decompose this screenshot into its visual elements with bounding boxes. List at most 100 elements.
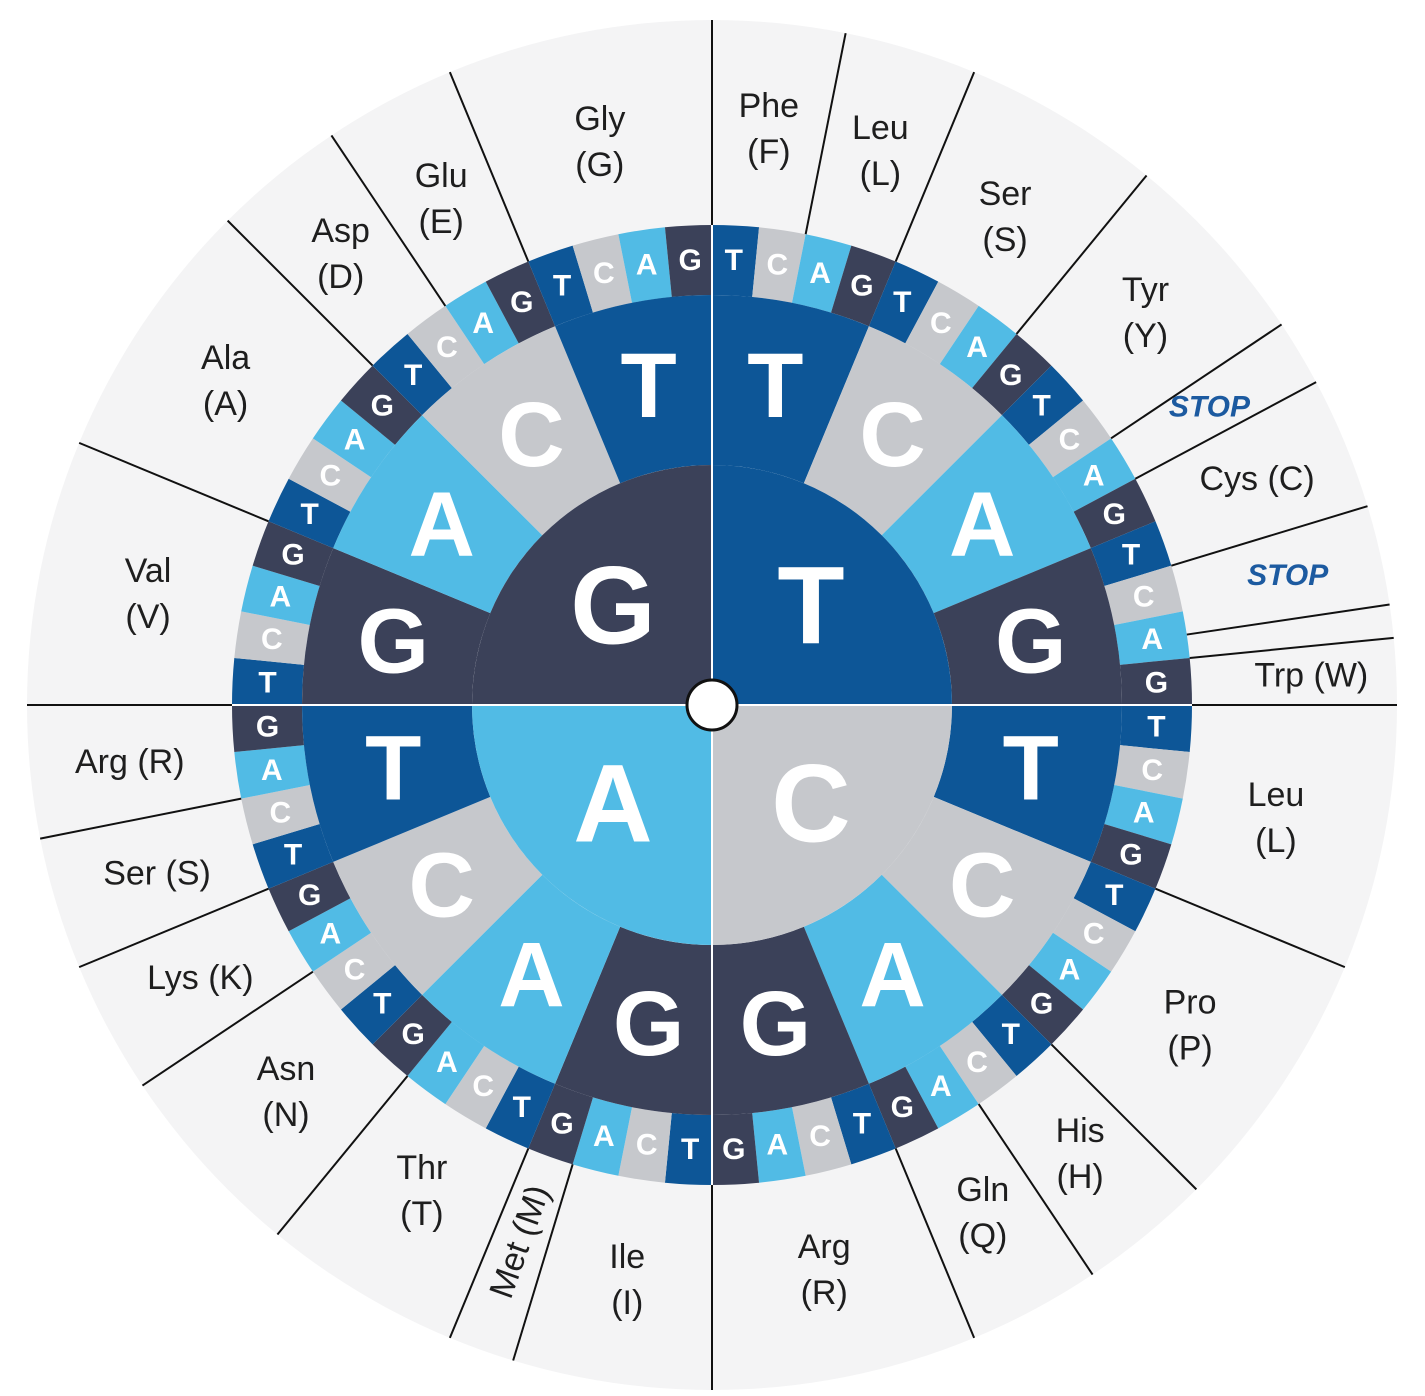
third-base-segment-T bbox=[252, 824, 334, 889]
second-base-segment-T bbox=[712, 295, 869, 484]
amino-acid-divider bbox=[977, 1103, 1094, 1276]
third-base-label: T bbox=[373, 987, 391, 1020]
third-base-segment-C bbox=[407, 305, 485, 389]
second-base-segment-A bbox=[803, 874, 1002, 1084]
amino-acid-label: Trp (W) bbox=[1254, 657, 1368, 695]
third-base-label: A bbox=[1059, 954, 1081, 987]
third-base-label: C bbox=[270, 797, 292, 830]
second-base-label: C bbox=[859, 384, 925, 486]
third-base-label: T bbox=[513, 1091, 531, 1124]
amino-acid-label: Ser (S) bbox=[103, 855, 211, 893]
third-base-segment-A bbox=[445, 281, 519, 365]
second-base-segment-G bbox=[555, 926, 712, 1115]
third-base-label: T bbox=[1122, 539, 1140, 572]
third-base-segment-C bbox=[1114, 745, 1190, 799]
amino-acid-name: Ala bbox=[201, 339, 250, 377]
second-base-segment-A bbox=[333, 415, 543, 614]
amino-acid-divider bbox=[1110, 323, 1283, 440]
second-base-label: C bbox=[409, 835, 475, 937]
third-base-label: A bbox=[766, 1129, 788, 1162]
first-base-quadrant-T bbox=[712, 465, 952, 705]
third-base-label: A bbox=[1133, 797, 1155, 830]
third-base-label: C bbox=[809, 1120, 831, 1153]
amino-acid-divider bbox=[39, 797, 242, 840]
third-base-segment-T bbox=[831, 1083, 896, 1165]
third-base-segment-T bbox=[972, 994, 1052, 1077]
third-base-label: C bbox=[593, 257, 615, 290]
third-base-label: C bbox=[436, 331, 458, 364]
third-base-label: C bbox=[1141, 754, 1163, 787]
amino-acid-name: Leu bbox=[852, 109, 909, 147]
amino-acid-divider bbox=[448, 1148, 530, 1339]
amino-acid-divider bbox=[141, 970, 314, 1087]
third-base-label: C bbox=[344, 954, 366, 987]
first-base-quadrant-G bbox=[472, 465, 712, 705]
amino-acid-code: (V) bbox=[125, 598, 170, 636]
second-base-label: T bbox=[620, 335, 676, 437]
third-base-segment-C bbox=[1052, 898, 1136, 972]
third-base-segment-G bbox=[268, 861, 351, 932]
third-base-segment-C bbox=[312, 932, 396, 1010]
second-base-segment-T bbox=[933, 705, 1122, 862]
amino-acid-code: (Q) bbox=[958, 1217, 1007, 1255]
amino-acid-name: Val bbox=[125, 552, 172, 590]
amino-acid-code: (R) bbox=[801, 1274, 848, 1312]
amino-acid-divider bbox=[1134, 381, 1317, 480]
second-base-label: A bbox=[409, 473, 475, 575]
amino-acid-code: (I) bbox=[611, 1284, 643, 1322]
amino-acid-divider bbox=[1155, 887, 1346, 969]
third-base-label: T bbox=[853, 1107, 871, 1140]
second-base-segment-T bbox=[555, 295, 712, 484]
third-base-segment-C bbox=[939, 1021, 1017, 1105]
third-base-label: C bbox=[1083, 917, 1105, 950]
third-base-label: T bbox=[258, 667, 276, 700]
first-base-label: A bbox=[573, 742, 652, 865]
second-base-label: C bbox=[949, 835, 1015, 937]
third-base-label: T bbox=[893, 286, 911, 319]
second-base-segment-A bbox=[881, 415, 1091, 614]
third-base-label: G bbox=[298, 879, 321, 912]
amino-acid-name: Arg bbox=[798, 1228, 851, 1266]
third-base-segment-C bbox=[234, 611, 310, 665]
amino-acid-name: Gly bbox=[574, 100, 625, 138]
third-base-label: T bbox=[301, 498, 319, 531]
third-base-segment-A bbox=[618, 227, 672, 303]
amino-acid-code: (L) bbox=[1255, 822, 1297, 860]
center-hub bbox=[685, 678, 739, 732]
third-base-segment-C bbox=[288, 438, 372, 512]
third-base-label: G bbox=[510, 286, 533, 319]
amino-acid-name: His bbox=[1056, 1112, 1105, 1150]
third-base-label: T bbox=[681, 1133, 699, 1166]
third-base-segment-T bbox=[268, 478, 351, 549]
third-base-segment-C bbox=[905, 281, 979, 365]
amino-acid-divider bbox=[894, 71, 976, 262]
third-base-segment-G bbox=[1073, 478, 1156, 549]
amino-acid-divider bbox=[1171, 505, 1368, 567]
third-base-label: A bbox=[636, 248, 658, 281]
second-base-label: C bbox=[498, 384, 564, 486]
amino-acid-code: (E) bbox=[419, 203, 464, 241]
third-base-label: T bbox=[1147, 710, 1165, 743]
third-base-ring: T C A GTCAGTCAGTCAGTCAGTCAGTCAGTCAGTCAGTCAG… bbox=[232, 225, 1192, 1185]
third-base-segment-T bbox=[1090, 521, 1172, 586]
third-base-segment-T bbox=[1120, 705, 1192, 753]
third-base-segment-A bbox=[234, 745, 310, 799]
third-base-segment-T bbox=[868, 261, 939, 344]
first-base-quadrant-C bbox=[712, 705, 952, 945]
second-base-segment-A bbox=[422, 874, 621, 1084]
third-base-segment-C bbox=[572, 234, 633, 313]
amino-acid-divider bbox=[1186, 603, 1390, 636]
second-base-label: A bbox=[949, 473, 1015, 575]
amino-acid-name: Glu bbox=[415, 157, 468, 195]
amino-acid-code: (Y) bbox=[1123, 317, 1168, 355]
amino-acid-divider bbox=[804, 32, 847, 235]
second-base-segment-C bbox=[803, 326, 1002, 536]
third-base-label: C bbox=[930, 307, 952, 340]
amino-acid-code: (L) bbox=[860, 155, 902, 193]
third-base-label: A bbox=[261, 754, 283, 787]
third-base-label: G bbox=[1030, 987, 1053, 1020]
third-base-segment-G bbox=[712, 1113, 760, 1185]
second-base-segment-T bbox=[302, 705, 491, 862]
